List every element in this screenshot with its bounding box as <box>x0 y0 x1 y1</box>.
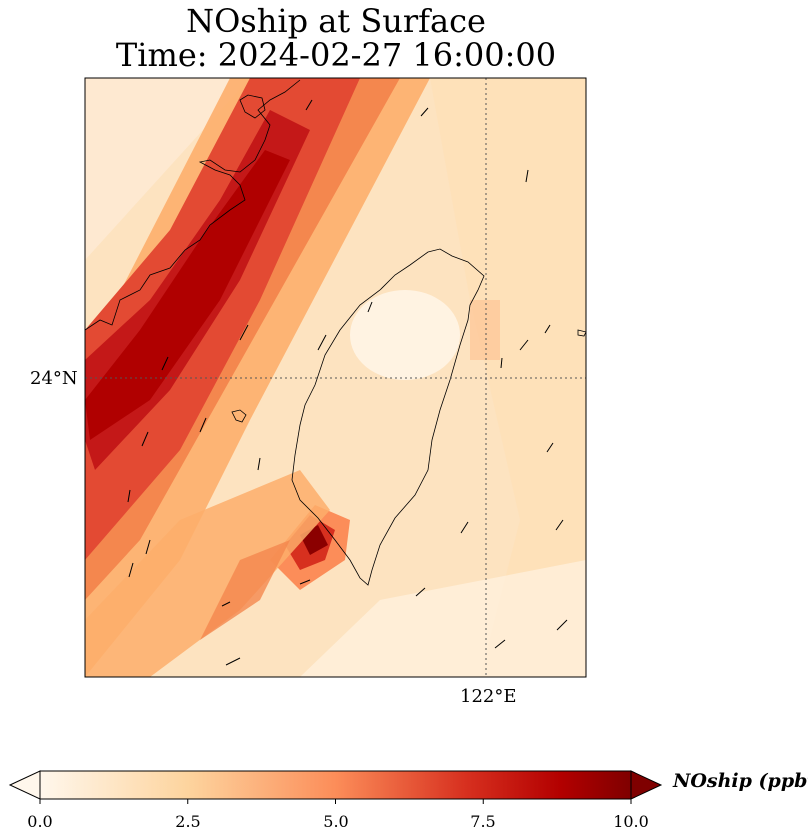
concentration-field <box>85 78 586 677</box>
colorbar-extend-max <box>630 770 663 800</box>
title-line-1: NOship at Surface <box>186 2 486 40</box>
china-coastline <box>85 79 301 331</box>
map-title: NOship at Surface Time: 2024-02-27 16:00… <box>0 4 672 72</box>
colorbar-label: NOship (ppbv) <box>673 770 808 792</box>
lon-label-122e: 122°E <box>460 686 517 707</box>
colorbar-tick-0: 0.0 <box>27 812 53 831</box>
gridlines <box>85 78 586 677</box>
colorbar-extend-min <box>8 770 41 800</box>
island-small <box>577 329 586 337</box>
colorbar <box>8 770 663 804</box>
colorbar-gradient <box>40 771 631 799</box>
colorbar-tick-4: 10.0 <box>613 812 649 831</box>
colorbar-tick-3: 7.5 <box>470 812 496 831</box>
map-border <box>84 77 587 678</box>
taiwan-coastline <box>291 248 485 586</box>
colorbar-tick-2: 5.0 <box>323 812 349 831</box>
colorbar-tick-1: 2.5 <box>175 812 201 831</box>
lat-label-24n: 24°N <box>30 368 78 389</box>
penghu-islands <box>231 409 247 423</box>
coastlines <box>85 79 586 586</box>
wind-vectors <box>127 99 568 666</box>
china-coastline-2 <box>239 94 266 119</box>
title-line-2: Time: 2024-02-27 16:00:00 <box>115 36 557 74</box>
map-panel <box>84 77 587 678</box>
colorbar-ticks <box>39 799 632 804</box>
